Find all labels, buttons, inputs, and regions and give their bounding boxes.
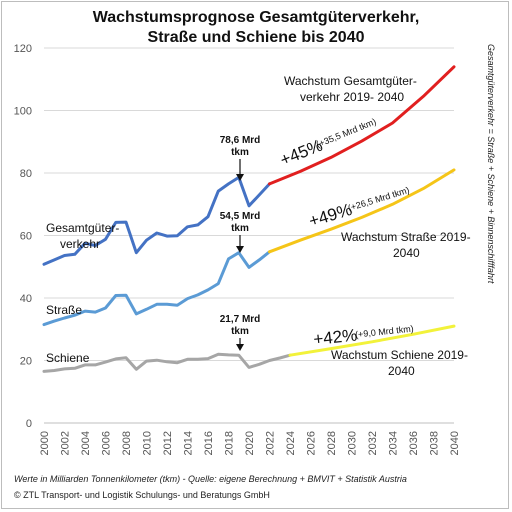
series-line-2 [42,352,292,373]
label-wachstum-schiene-2: 2040 [388,364,415,378]
annotation-gesamt-line2: tkm [231,147,249,158]
y-axis-ticks: 0 20 40 60 80 100 120 [14,43,32,430]
series-line-3 [268,65,456,186]
annotation-schiene-line1: 21,7 Mrd [220,314,261,325]
label-strasse: Straße [46,303,82,317]
x-tick-label: 2014 [183,431,195,455]
x-tick-label: 2032 [367,431,379,455]
x-tick-label: 2012 [162,431,174,455]
x-tick-label: 2016 [203,431,215,455]
footnote-copyright: © ZTL Transport- und Logistik Schulungs-… [14,490,270,500]
growth-pct-schiene: +42% [312,325,358,348]
x-tick-label: 2022 [265,431,277,455]
series-line-1 [42,250,271,327]
label-wachstum-gesamt-2: verkehr 2019- 2040 [300,90,404,104]
arrowhead-schiene [236,344,244,351]
y-tick-label: 60 [20,231,32,243]
chart-title-line1: Wachstumsprognose Gesamtgüterverkehr, [93,9,420,26]
x-tick-label: 2036 [408,431,420,455]
y-tick-label: 20 [20,356,32,368]
y-tick-label: 80 [20,168,32,180]
label-gesamt-1: Gesamtgüter- [46,221,119,235]
x-tick-label: 2018 [224,431,236,455]
x-axis-ticks: 2000 2002 2004 2006 2008 2010 2012 2014 2016 2018… [39,431,461,455]
x-tick-label: 2002 [60,431,72,455]
growth-label-gesamt: +45% (+35,5 Mrd tkm) [277,116,378,169]
y-tick-label: 120 [14,43,32,55]
series-line-5 [288,324,456,357]
y-tick-label: 0 [26,418,32,430]
x-tick-label: 2010 [142,431,154,455]
x-tick-label: 2028 [326,431,338,455]
x-tick-label: 2026 [306,431,318,455]
series-lines [42,65,456,373]
x-tick-label: 2004 [80,431,92,455]
x-tick-label: 2040 [449,431,461,455]
label-wachstum-strasse-2: 2040 [393,246,420,260]
label-wachstum-strasse-1: Wachstum Straße 2019- [341,230,471,244]
x-tick-label: 2024 [285,431,297,455]
series-line-0 [42,175,271,266]
x-tick-label: 2008 [121,431,133,455]
growth-label-strasse: +49% (+26,5 Mrd tkm) [307,185,411,231]
label-wachstum-schiene-1: Wachstum Schiene 2019- [331,348,468,362]
label-gesamt-2: verkehr [60,237,100,251]
annotation-gesamt-line1: 78,6 Mrd [220,135,261,146]
annotation-strasse-line2: tkm [231,223,249,234]
label-wachstum-gesamt-1: Wachstum Gesamtgüter- [284,74,417,88]
annotation-strasse-line1: 54,5 Mrd [220,211,261,222]
footnote-source: Werte in Milliarden Tonnenkilometer (tkm… [14,474,407,484]
x-tick-label: 2006 [101,431,113,455]
arrowhead-gesamt [236,174,244,181]
y-tick-label: 100 [14,106,32,118]
x-tick-label: 2038 [429,431,441,455]
y-tick-label: 40 [20,293,32,305]
x-tick-label: 2034 [388,431,400,455]
chart-title-line2: Straße und Schiene bis 2040 [148,29,365,46]
series-line-4 [268,168,456,254]
annotation-schiene-line2: tkm [231,326,249,337]
arrowhead-strasse [236,246,244,253]
x-tick-label: 2030 [347,431,359,455]
side-note: Gesamtgüterverkehr = Straße + Schiene + … [486,44,496,284]
label-schiene: Schiene [46,351,90,365]
x-tick-label: 2000 [39,431,51,455]
growth-detail-gesamt: (+35,5 Mrd tkm) [315,116,378,149]
x-tick-label: 2020 [244,431,256,455]
